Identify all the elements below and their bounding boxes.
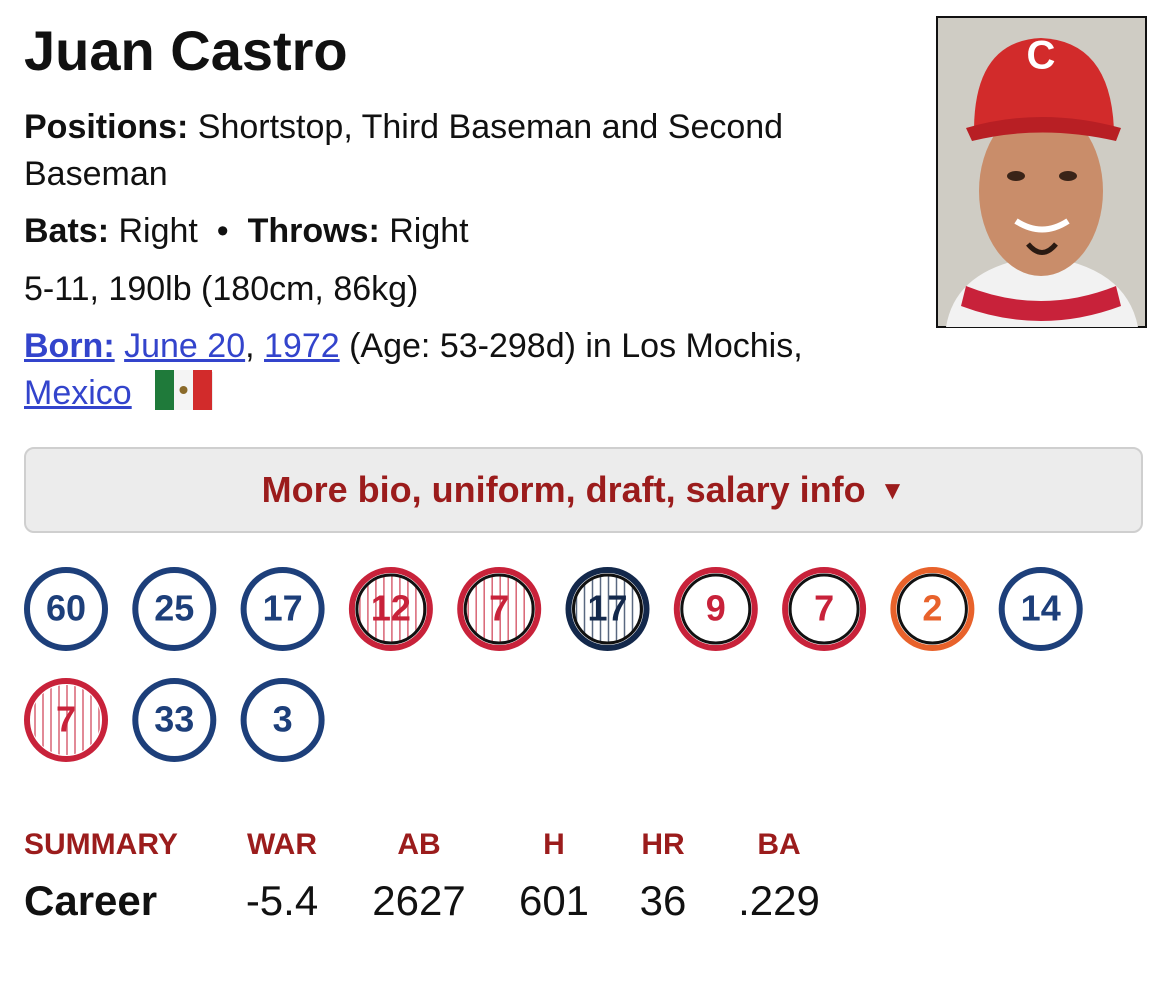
badge-inner-ring bbox=[680, 573, 752, 645]
badge-inner-ring bbox=[463, 573, 535, 645]
badge-face bbox=[348, 567, 433, 651]
uniform-number: 3 bbox=[273, 699, 293, 740]
button-label: More bio, uniform, draft, salary info bbox=[261, 469, 866, 510]
badge-face bbox=[565, 567, 650, 651]
button-arrow: ▼ bbox=[879, 474, 906, 505]
column-header: AB bbox=[397, 828, 441, 861]
uniform-number: 9 bbox=[706, 588, 726, 629]
birth-text: (Age: 53-298d) in Los Mochis, bbox=[349, 327, 803, 365]
uniform-number: 33 bbox=[154, 699, 194, 740]
uniform-badge[interactable]: 60 bbox=[24, 567, 108, 651]
badge-face bbox=[457, 567, 542, 651]
value: Right bbox=[389, 212, 469, 250]
date-link[interactable]: June 20 bbox=[124, 327, 246, 365]
stat-cell: 2627 bbox=[372, 877, 466, 924]
value: Right bbox=[118, 212, 198, 250]
separator: • bbox=[216, 212, 229, 250]
label: Throws: bbox=[247, 212, 380, 250]
uniform-number: 14 bbox=[1021, 588, 1061, 629]
flag bbox=[155, 370, 214, 410]
uniform-badge[interactable]: 7 bbox=[457, 567, 542, 651]
badge-face bbox=[132, 678, 217, 762]
uniform-badge[interactable]: 7 bbox=[24, 678, 108, 762]
badge-face bbox=[240, 567, 325, 651]
value: Shortstop, Third Baseman and Second Base… bbox=[24, 108, 784, 193]
column-header: BA bbox=[757, 828, 801, 861]
badge-inner-ring bbox=[572, 573, 643, 645]
stat-cell: 601 bbox=[518, 877, 590, 924]
badge-inner-ring bbox=[788, 573, 860, 645]
stat-cell: Career bbox=[24, 877, 158, 924]
badge-face bbox=[890, 567, 975, 651]
badge-face bbox=[240, 678, 325, 762]
uniform-badge[interactable]: 14 bbox=[998, 567, 1083, 651]
stat-cell: 36 bbox=[639, 877, 687, 924]
country-link[interactable]: Mexico bbox=[24, 374, 132, 412]
stat-cell: .229 bbox=[738, 877, 820, 924]
column-header: WAR bbox=[247, 828, 317, 861]
born-link[interactable]: Born: bbox=[24, 327, 115, 365]
player-name: Juan Castro bbox=[24, 19, 348, 82]
more-info-button[interactable]: More bio, uniform, draft, salary info ▼ bbox=[24, 447, 1143, 533]
badge-face bbox=[782, 567, 867, 651]
handedness: Bats: Right • Throws: Right bbox=[24, 208, 914, 255]
uniform-numbers: 60 25 17 12 7 17 9 7 2 147 33 3 bbox=[24, 567, 1083, 762]
uniform-number: 17 bbox=[263, 588, 303, 629]
stat-cell: -5.4 bbox=[245, 877, 319, 924]
uniform-badge[interactable]: 12 bbox=[348, 567, 433, 651]
birth: Born: June 20, 1972 (Age: 53-298d) in Lo… bbox=[24, 323, 824, 417]
size: 5-11, 190lb (180cm, 86kg) bbox=[24, 270, 419, 308]
badge-face bbox=[998, 567, 1083, 651]
uniform-badge[interactable]: 17 bbox=[565, 567, 650, 651]
comma: , bbox=[245, 327, 255, 365]
label: Positions: bbox=[24, 108, 189, 146]
uniform-badge[interactable]: 9 bbox=[673, 567, 758, 651]
uniform-badge[interactable]: 17 bbox=[240, 567, 325, 651]
column-header: HR bbox=[641, 828, 685, 861]
uniform-badge[interactable]: 3 bbox=[240, 678, 325, 762]
uniform-number: 7 bbox=[56, 699, 76, 740]
uniform-badge[interactable]: 7 bbox=[782, 567, 867, 651]
badge-inner-ring bbox=[355, 573, 427, 645]
uniform-number: 2 bbox=[922, 588, 942, 629]
badge-face bbox=[24, 567, 108, 651]
uniform-number: 25 bbox=[154, 588, 194, 629]
column-header: H bbox=[543, 828, 565, 861]
uniform-number: 60 bbox=[46, 588, 86, 629]
badge-face bbox=[24, 678, 108, 762]
badge-face bbox=[132, 567, 217, 651]
cap-logo: C bbox=[1027, 34, 1056, 78]
badge-face bbox=[673, 567, 758, 651]
uniform-badge[interactable]: 33 bbox=[132, 678, 217, 762]
column-header: SUMMARY bbox=[24, 828, 178, 861]
uniform-badge[interactable]: 25 bbox=[132, 567, 217, 651]
positions: Positions: Shortstop, Third Baseman and … bbox=[24, 104, 914, 198]
player-photo: C bbox=[936, 16, 1147, 328]
uniform-number: 7 bbox=[489, 588, 509, 629]
uniform-number: 17 bbox=[587, 588, 627, 629]
uniform-badge[interactable]: 2 bbox=[890, 567, 975, 651]
uniform-number: 7 bbox=[814, 588, 834, 629]
year-link[interactable]: 1972 bbox=[264, 327, 340, 365]
badge-inner-ring bbox=[896, 573, 968, 645]
uniform-number: 12 bbox=[371, 588, 411, 629]
label: Bats: bbox=[24, 212, 110, 250]
